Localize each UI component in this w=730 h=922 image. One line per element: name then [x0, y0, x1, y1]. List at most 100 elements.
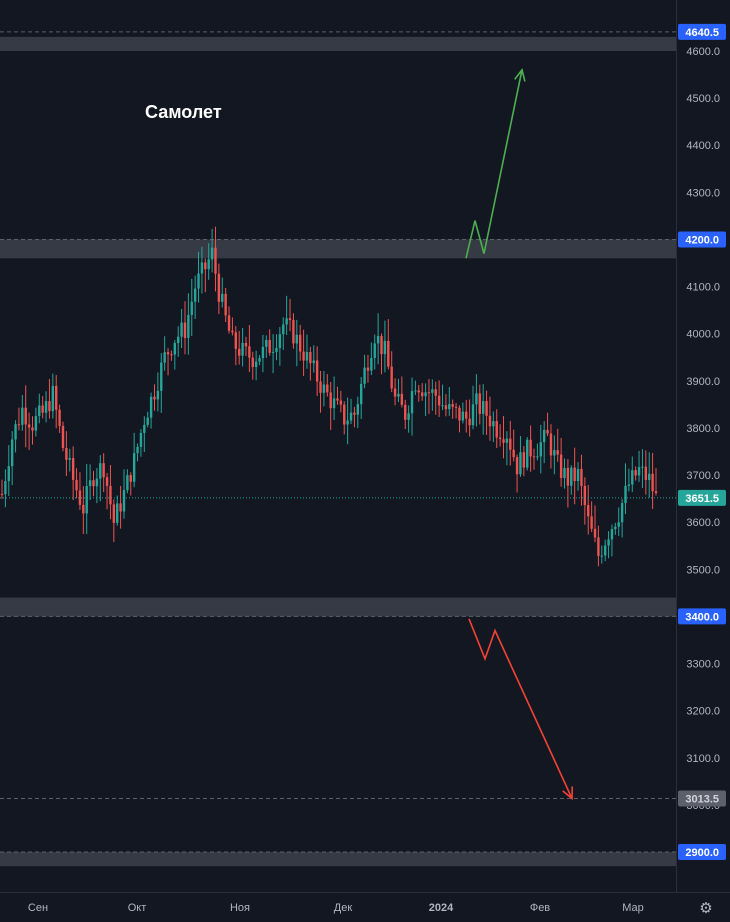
candle-body — [180, 322, 183, 337]
candle-body — [204, 262, 207, 270]
price-tick-label: 3100.0 — [686, 753, 720, 765]
candle-body — [461, 411, 465, 421]
price-tick-label: 3800.0 — [686, 423, 720, 435]
candle-body — [454, 406, 458, 408]
candle-body — [27, 424, 31, 428]
candle-body — [566, 468, 570, 486]
candle-body — [614, 526, 617, 530]
candle-body — [546, 429, 549, 434]
candle-body — [61, 425, 65, 448]
candle-body — [587, 505, 590, 517]
candle-body — [627, 484, 631, 486]
candle-body — [417, 390, 420, 393]
candle-body — [600, 555, 603, 557]
candle-body — [532, 456, 536, 458]
candle-body — [275, 347, 278, 352]
level-zone — [0, 852, 676, 867]
candle-body — [448, 404, 451, 410]
price-tick-label: 3900.0 — [686, 376, 720, 388]
candle-body — [55, 385, 58, 410]
candle-body — [410, 391, 414, 414]
level-zone — [0, 597, 676, 617]
candle-body — [31, 427, 34, 431]
candle-body — [380, 335, 383, 355]
candle-body — [160, 362, 163, 391]
candle-body — [14, 424, 17, 440]
candle-body — [529, 439, 532, 457]
down-scenario-arrow — [468, 618, 573, 799]
price-tick-label: 3200.0 — [686, 706, 720, 718]
candle-body — [38, 405, 41, 417]
candle-body — [139, 432, 143, 447]
candle-body — [485, 401, 488, 416]
candle-body — [221, 293, 224, 302]
candle-body — [526, 439, 529, 468]
candle-body — [512, 449, 515, 458]
candle-body — [471, 404, 475, 426]
scenario-arrows — [465, 68, 574, 801]
candle-body — [393, 388, 397, 397]
candle-body — [292, 320, 295, 344]
candle-body — [44, 401, 48, 413]
price-tick-label: 3300.0 — [686, 659, 720, 671]
candles — [0, 226, 658, 567]
price-axis[interactable]: 4600.0 4500.0 4400.0 4300.0 4200.0 4100.0 4000… — [676, 0, 730, 892]
price-axis-background — [676, 0, 730, 892]
candle-body — [122, 490, 126, 512]
candle-body — [353, 412, 356, 415]
candle-body — [465, 411, 468, 419]
candle-body — [315, 360, 319, 382]
candle-body — [502, 439, 505, 443]
candle-body — [488, 415, 492, 427]
candle-body — [593, 528, 597, 538]
candle-body — [583, 485, 587, 506]
candle-body — [607, 539, 610, 546]
price-tick-label: 4100.0 — [686, 282, 720, 294]
candle-body — [573, 467, 576, 481]
candle-body — [214, 247, 217, 274]
candle-body — [105, 477, 109, 486]
time-tick-label: 2024 — [429, 902, 454, 914]
candle-body — [24, 407, 27, 425]
candle-body — [580, 468, 583, 486]
candle-body — [65, 447, 68, 460]
candle-body — [143, 424, 146, 433]
candle-body — [7, 466, 10, 482]
candle-body — [119, 503, 122, 512]
candle-body — [420, 392, 424, 397]
candle-body — [597, 537, 600, 556]
candle-body — [129, 475, 132, 482]
candle-body — [210, 247, 214, 260]
candle-body — [136, 446, 139, 454]
level-zone — [0, 36, 676, 51]
candle-body — [336, 398, 339, 401]
candle-body — [542, 429, 546, 443]
candle-body — [373, 343, 376, 358]
price-tick-label: 4000.0 — [686, 329, 720, 341]
candle-body — [644, 466, 648, 481]
candle-body — [363, 367, 366, 384]
candle-body — [407, 413, 410, 420]
candle-body — [166, 352, 170, 355]
candle-body — [268, 339, 271, 353]
candle-body — [288, 318, 292, 321]
candle-body — [654, 491, 658, 494]
time-axis[interactable]: Сен Окт Ноя Дек 2024 Фев Мар — [0, 892, 730, 922]
candle-body — [563, 468, 566, 478]
settings-gear-icon[interactable]: ⚙ — [699, 899, 713, 917]
candle-body — [332, 398, 336, 409]
current-price-tag — [678, 489, 726, 506]
candle-body — [21, 407, 24, 425]
candle-body — [617, 522, 620, 527]
candle-body — [492, 421, 495, 427]
candle-body — [414, 390, 417, 392]
level-zone — [0, 239, 676, 259]
candle-body — [309, 351, 312, 364]
candle-body — [312, 360, 315, 364]
level-4640.5-tag-label: 4640.5 — [685, 27, 719, 39]
up-scenario-arrow — [465, 69, 523, 259]
candle-body — [112, 504, 116, 523]
level-2900.0-tag-label: 2900.0 — [685, 847, 719, 859]
candle-body — [397, 393, 400, 397]
